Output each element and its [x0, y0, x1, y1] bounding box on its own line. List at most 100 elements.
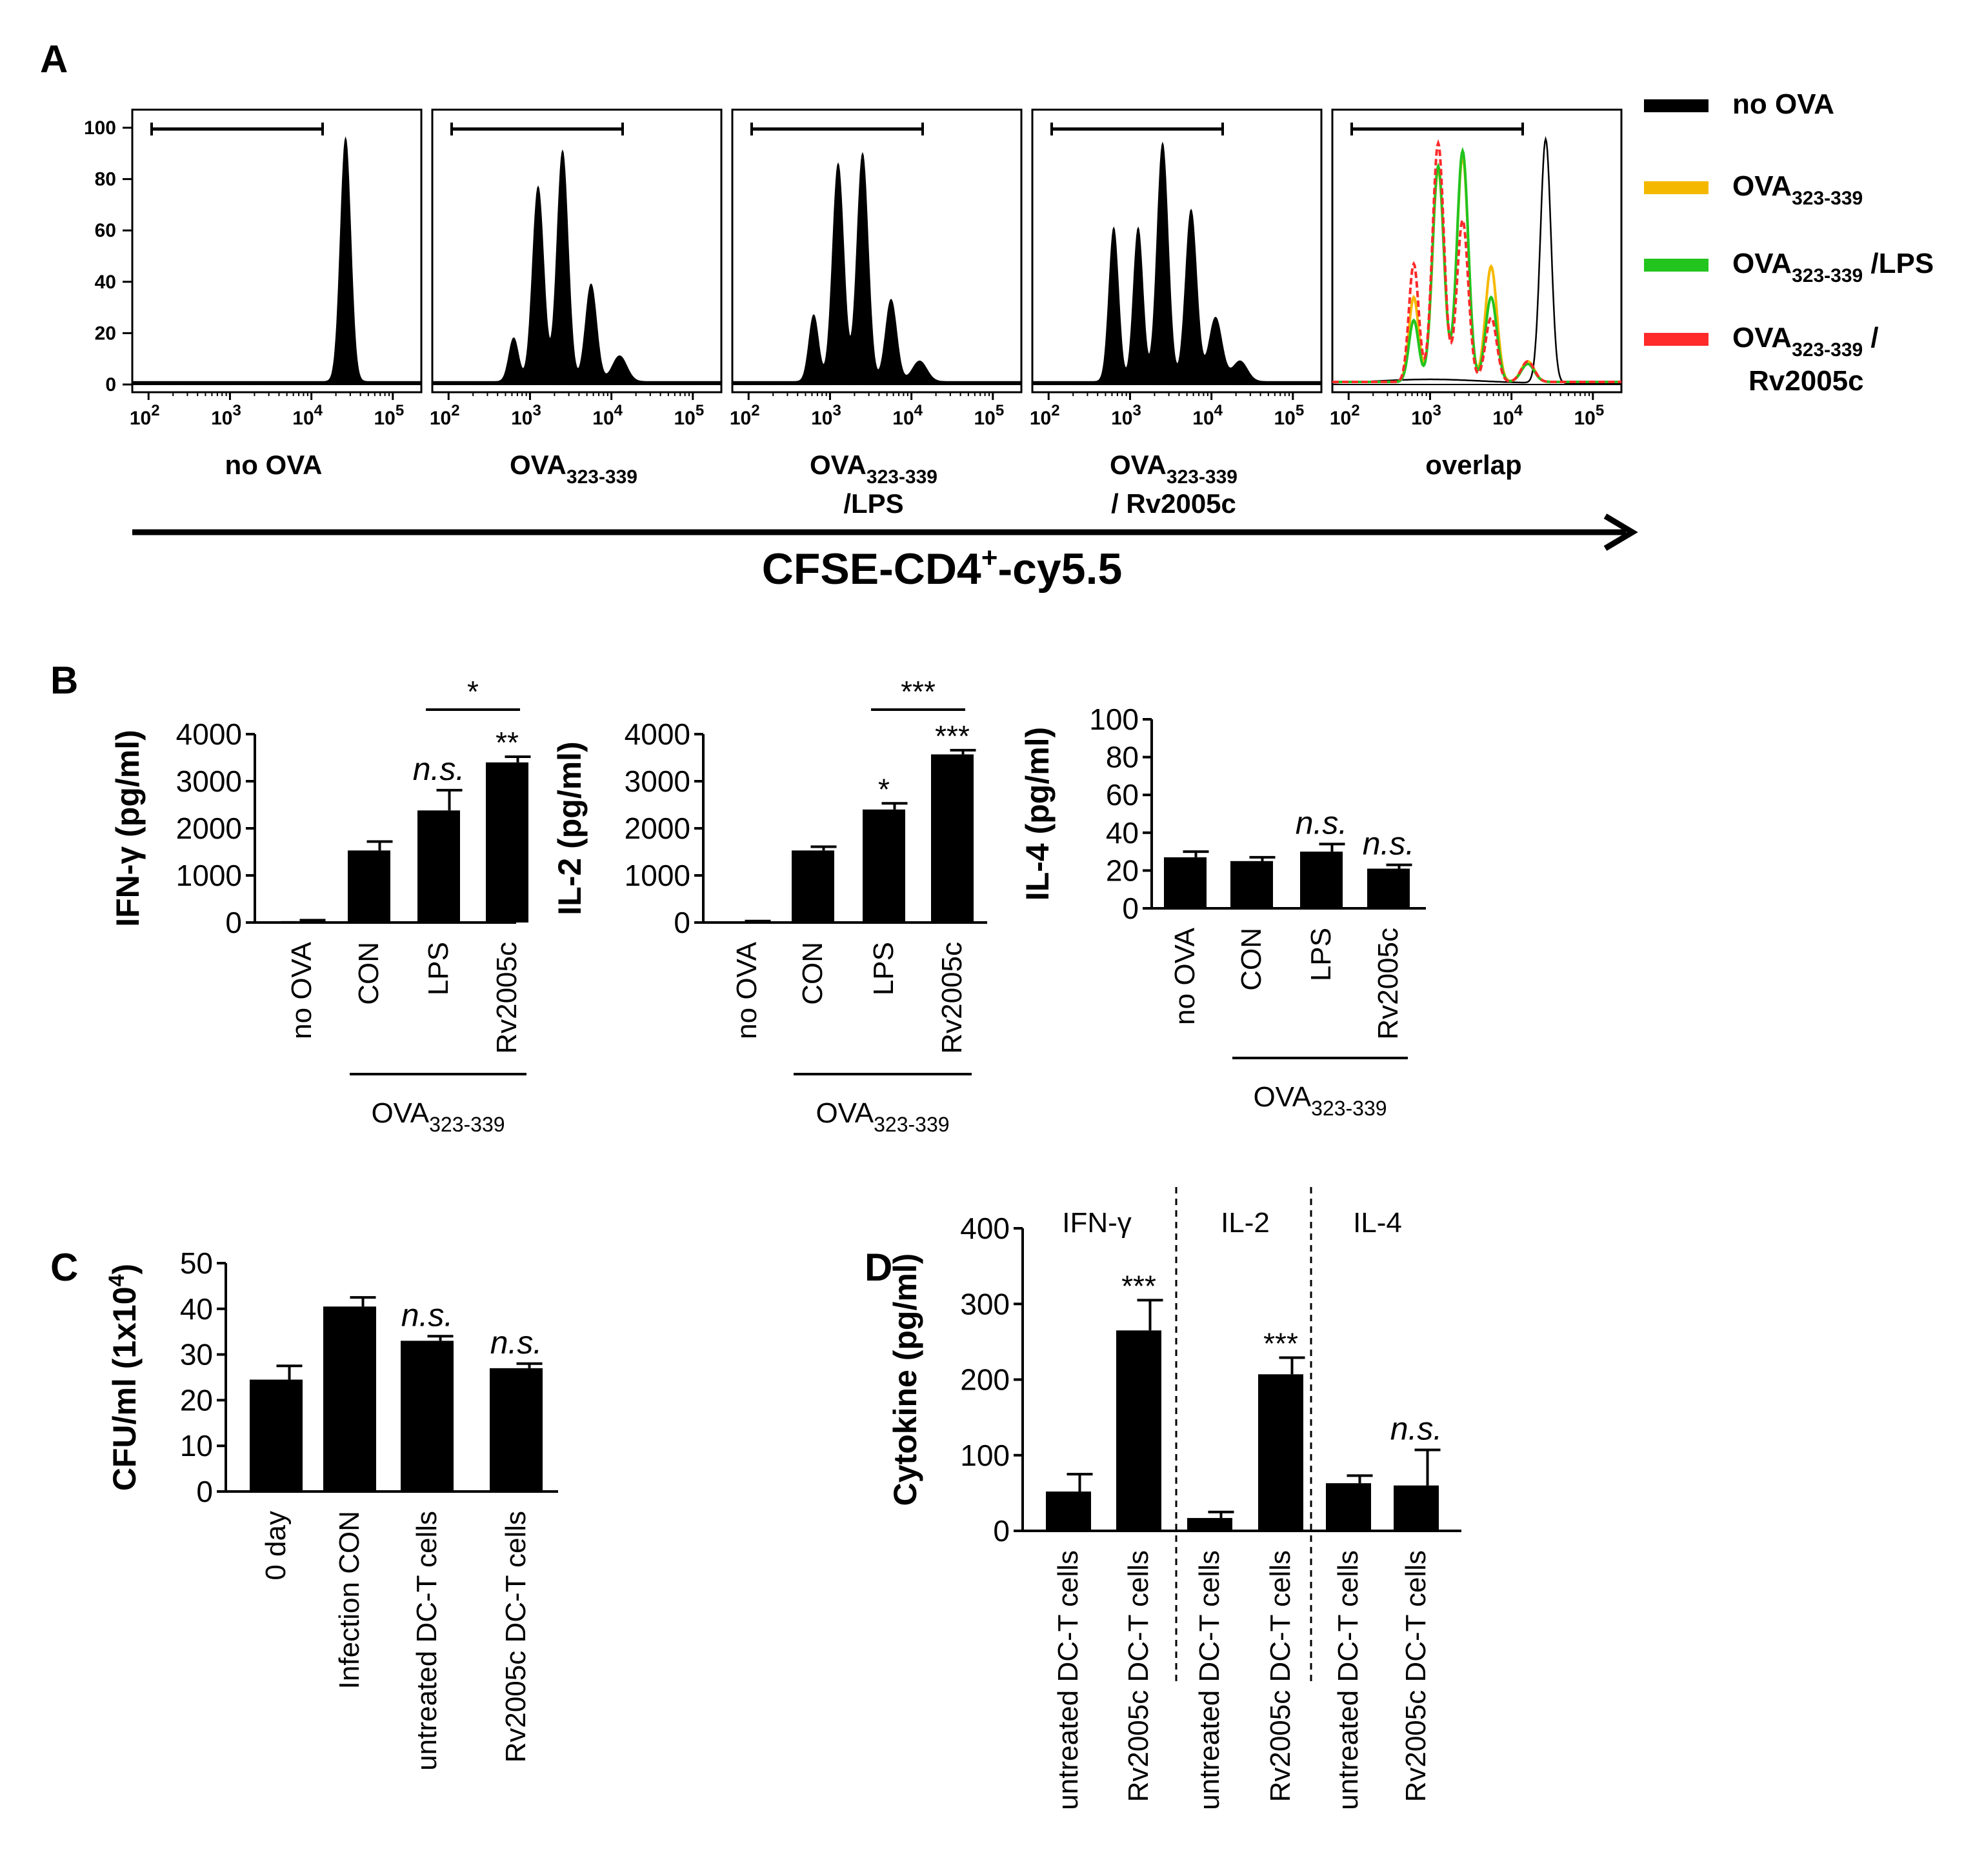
- legend-swatch: [1644, 259, 1708, 272]
- hist-x-tick-label: 105: [1274, 402, 1304, 429]
- hist-x-tick-label: 104: [292, 402, 323, 429]
- tick-base: 10: [1330, 408, 1351, 429]
- hist-y-tick-label: 0: [105, 374, 116, 395]
- bar: [1258, 1374, 1303, 1531]
- panel-label-c: C: [50, 1246, 78, 1289]
- y-tick-label: 0: [225, 906, 242, 939]
- category-label: Rv2005c DC-T cells: [1400, 1550, 1432, 1802]
- y-label-main: IL-2 (pg/ml): [552, 741, 588, 915]
- hist-x-tick-label: 103: [511, 402, 541, 429]
- y-tick-label: 300: [960, 1287, 1010, 1321]
- bar: [1394, 1485, 1439, 1531]
- hist-frame: [731, 108, 1023, 394]
- category-label: Rv2005c DC-T cells: [1265, 1550, 1296, 1802]
- y-label-main: CFU/ml (1x10: [106, 1286, 143, 1491]
- tick-base: 10: [674, 408, 695, 429]
- y-tick-label: 100: [1089, 703, 1139, 736]
- y-tick-label: 1000: [625, 859, 690, 892]
- tick-base: 10: [730, 408, 751, 429]
- overlap-series-line: [1332, 152, 1621, 383]
- y-tick-label: 0: [1122, 892, 1139, 925]
- condition-subscript: 323-339: [1167, 466, 1238, 488]
- tick-base: 10: [1274, 408, 1295, 429]
- y-tick-label: 200: [960, 1363, 1010, 1397]
- bar: [1046, 1492, 1091, 1531]
- group-subscript: 323-339: [874, 1113, 949, 1136]
- legend-item: OVA323-339 /LPS: [1644, 248, 1934, 286]
- category-label: LPS: [423, 942, 454, 995]
- hist-x-tick-label: 102: [130, 402, 160, 429]
- category-label: LPS: [1305, 928, 1337, 981]
- bar: [486, 762, 528, 923]
- y-tick-label: 0: [196, 1475, 213, 1508]
- hist-frame: [431, 108, 723, 394]
- hist-frame: [1031, 108, 1323, 394]
- hist-condition-label: OVA323-339: [510, 450, 637, 488]
- panel-label-b: B: [50, 659, 78, 702]
- tick-exponent: 4: [314, 402, 323, 419]
- not-significant-label: n.s.: [1390, 1411, 1443, 1447]
- bar: [281, 921, 323, 923]
- bar: [792, 850, 834, 923]
- bracket-significance: ***: [901, 675, 936, 708]
- tick-exponent: 2: [451, 402, 459, 419]
- not-significant-label: n.s.: [1363, 826, 1415, 862]
- group-main: OVA: [371, 1097, 429, 1129]
- tick-base: 10: [430, 408, 451, 429]
- tick-exponent: 5: [396, 402, 404, 419]
- group-label: OVA323-339: [1253, 1081, 1387, 1120]
- hist-x-tick-label: 105: [374, 402, 404, 429]
- y-axis-label: CFU/ml (1x104): [105, 1264, 143, 1491]
- tick-exponent: 4: [1514, 402, 1523, 419]
- tick-exponent: 3: [1132, 402, 1141, 419]
- y-tick-label: 30: [180, 1338, 213, 1372]
- category-label: no OVA: [1169, 927, 1201, 1024]
- legend-label-line2: Rv2005c: [1749, 365, 1864, 397]
- panel-d-cytokine-chart: 0 100 200 300 400 Cytokine (pg/ml) untreated D…: [887, 1187, 1461, 1810]
- hist-y-tick-label: 40: [95, 272, 116, 293]
- hist-condition-label: OVA323-339: [1110, 450, 1238, 488]
- y-tick-label: 10: [180, 1429, 213, 1462]
- tick-base: 10: [1192, 408, 1214, 429]
- hist-y-tick-label: 60: [95, 220, 116, 241]
- y-axis-label: IFN-γ (pg/ml): [110, 730, 146, 927]
- bar: [1367, 868, 1410, 908]
- bar: [1164, 857, 1207, 908]
- category-label: untreated DC-T cells: [1052, 1550, 1084, 1810]
- bar: [1230, 861, 1273, 908]
- significance-stars: **: [496, 726, 519, 759]
- group-label: OVA323-339: [816, 1097, 949, 1136]
- bar: [417, 810, 460, 923]
- y-tick-label: 2000: [176, 812, 242, 845]
- category-label: Infection CON: [334, 1511, 365, 1689]
- overlap-series-line: [1332, 146, 1621, 383]
- hist-condition-label: no OVA: [225, 450, 323, 480]
- y-tick-label: 4000: [625, 717, 690, 751]
- hist-y-tick-label: 20: [95, 323, 116, 344]
- hist-condition-label: OVA323-339: [810, 450, 937, 488]
- significance-stars: ***: [1263, 1326, 1298, 1360]
- y-tick-label: 40: [1106, 816, 1139, 850]
- hist-condition-label: overlap: [1425, 450, 1521, 480]
- y-tick-label: 80: [1106, 741, 1139, 774]
- group-subscript: 323-339: [429, 1113, 505, 1136]
- bar: [323, 1306, 376, 1492]
- y-tick-label: 1000: [176, 859, 242, 892]
- hist-y-tick-label: 100: [84, 117, 116, 139]
- tick-exponent: 5: [696, 402, 704, 419]
- tick-exponent: 4: [914, 402, 923, 419]
- tick-base: 10: [1492, 408, 1514, 429]
- tick-exponent: 2: [1051, 402, 1059, 419]
- tick-base: 10: [811, 408, 832, 429]
- tick-base: 10: [974, 408, 995, 429]
- hist-condition-label-line2: / Rv2005c: [1111, 488, 1236, 519]
- bar: [401, 1341, 454, 1492]
- hist-x-tick-label: 105: [974, 402, 1004, 429]
- not-significant-label: n.s.: [401, 1297, 454, 1333]
- legend-subscript: 323-339: [1792, 265, 1863, 286]
- y-tick-label: 0: [674, 906, 690, 939]
- condition-main: no OVA: [225, 450, 323, 480]
- significance-stars: ***: [1121, 1269, 1156, 1302]
